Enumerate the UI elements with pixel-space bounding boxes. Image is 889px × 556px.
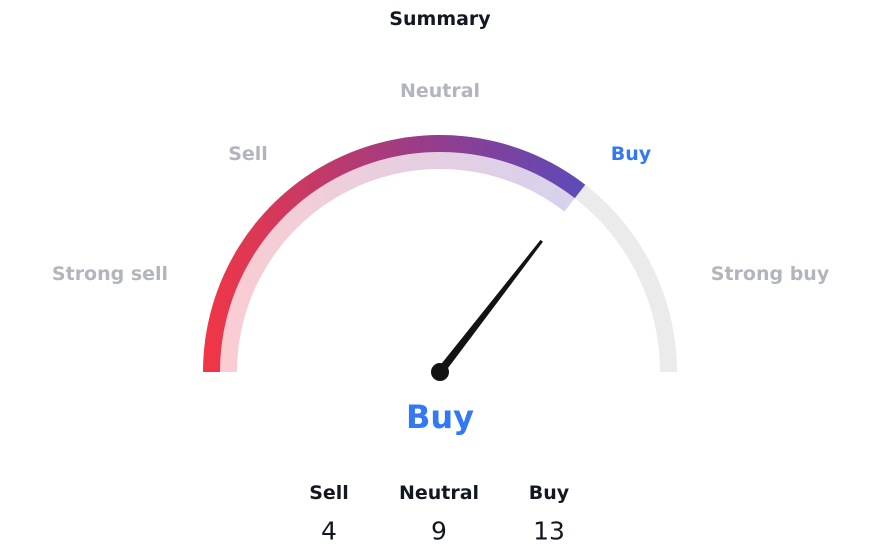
gauge-filled-arc — [203, 134, 586, 372]
gauge-needle-hub — [431, 363, 449, 381]
gauge-filled-arc-light — [220, 152, 575, 372]
summary-title: Summary — [389, 8, 491, 30]
scale-label-strong-sell: Strong sell — [51, 263, 169, 285]
count-value-buy: 13 — [533, 516, 565, 546]
count-label-sell: Sell — [309, 482, 349, 504]
count-value-sell: 4 — [321, 516, 337, 546]
count-label-neutral: Neutral — [398, 482, 480, 504]
gauge-needle — [436, 239, 543, 375]
summary-result: Buy — [405, 398, 475, 436]
count-value-neutral: 9 — [431, 516, 447, 546]
scale-label-neutral: Neutral — [399, 80, 481, 102]
count-label-buy: Buy — [528, 482, 570, 504]
scale-label-sell: Sell — [228, 143, 268, 165]
scale-label-buy: Buy — [610, 143, 652, 165]
scale-label-strong-buy: Strong buy — [710, 263, 830, 285]
